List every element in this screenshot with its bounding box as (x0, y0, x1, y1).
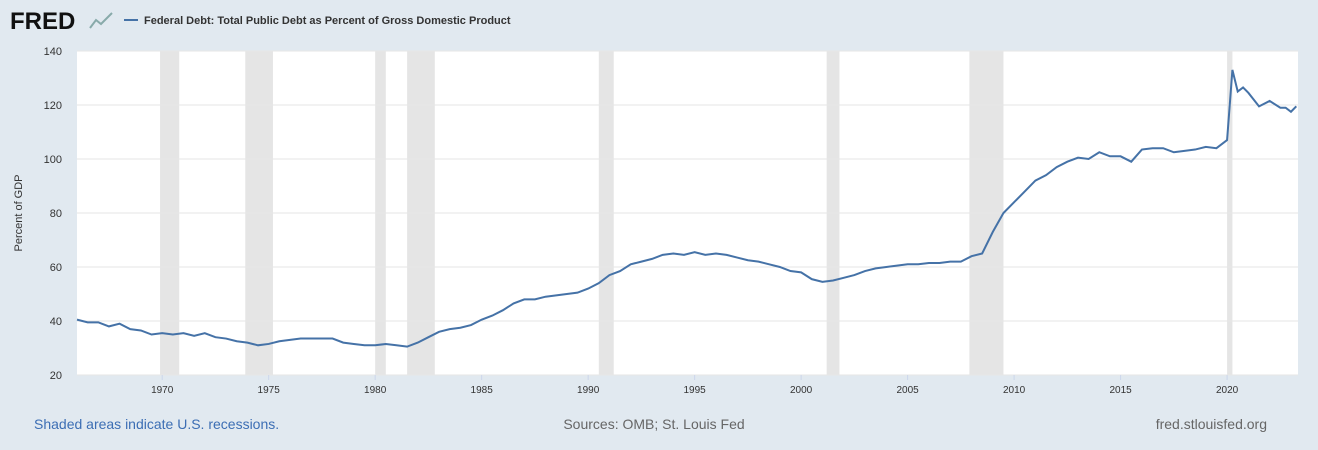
y-tick-label: 40 (50, 316, 62, 328)
x-tick-label: 1985 (471, 385, 494, 396)
x-tick-label: 1975 (258, 385, 281, 396)
data-line (76, 69, 1298, 348)
y-tick-label: 20 (50, 370, 62, 382)
y-tick-label: 140 (44, 46, 62, 58)
x-tick-label: 1970 (151, 385, 174, 396)
legend-label: Federal Debt: Total Public Debt as Perce… (144, 15, 511, 27)
site[interactable]: fred.stlouisfed.org (1156, 416, 1267, 432)
y-tick-label: 120 (44, 100, 62, 112)
x-tick-label: 2000 (790, 385, 813, 396)
x-tick-label: 1990 (577, 385, 600, 396)
y-tick-label: 80 (50, 208, 62, 220)
y-tick-label: 60 (50, 262, 62, 274)
x-tick-label: 2010 (1003, 385, 1026, 396)
logo-icon (89, 12, 113, 29)
x-tick-label: 2020 (1216, 385, 1239, 396)
x-tick-label: 1995 (684, 385, 707, 396)
plot (76, 50, 1298, 376)
recession-note[interactable]: Shaded areas indicate U.S. recessions. (34, 416, 279, 432)
x-tick-label: 2015 (1109, 385, 1132, 396)
source: Sources: OMB; St. Louis Fed (563, 416, 744, 432)
x-tick-label: 2005 (896, 385, 919, 396)
y-tick-label: 100 (44, 154, 62, 166)
x-tick-label: 1980 (364, 385, 387, 396)
logo: FRED (10, 8, 75, 35)
y-axis-label: Percent of GDP (13, 174, 25, 251)
